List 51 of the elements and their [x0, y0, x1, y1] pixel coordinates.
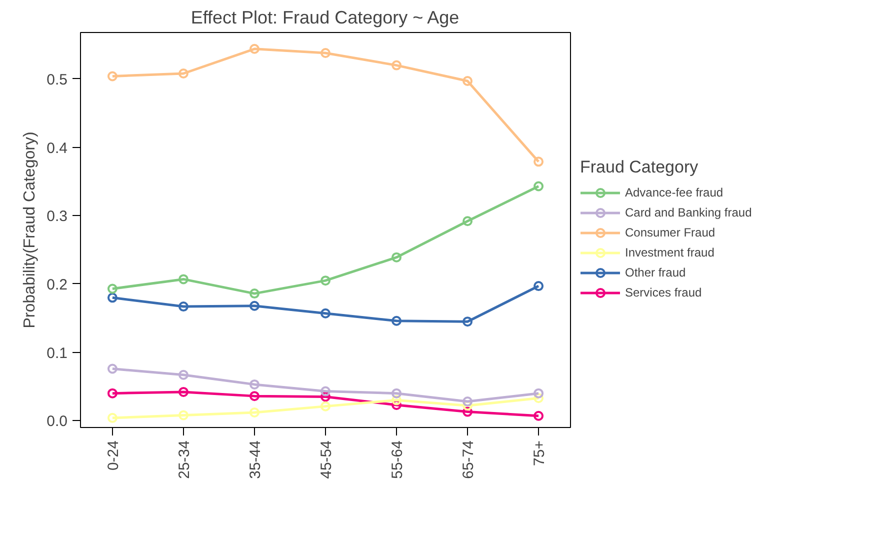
y-tick-label: 0.5 [46, 71, 68, 88]
point [178, 274, 188, 284]
point [462, 400, 473, 411]
x-tick-label: 75+ [531, 440, 548, 466]
x-tick-label: 0-24 [104, 440, 122, 471]
point [462, 216, 473, 226]
y-tick-label: 0.4 [46, 140, 68, 157]
point [320, 386, 330, 396]
point [320, 392, 330, 402]
legend-label: Investment fraud [625, 245, 714, 259]
point [249, 288, 260, 299]
point [392, 252, 402, 262]
point [178, 68, 188, 78]
point [462, 406, 473, 417]
point [178, 370, 188, 380]
point [392, 316, 402, 326]
point [178, 410, 188, 420]
legend-title: Fraud Category [580, 157, 700, 177]
point [392, 60, 402, 70]
y-tick-label: 0.1 [46, 344, 68, 362]
y-tick-label: 0.0 [46, 413, 68, 430]
point [178, 386, 188, 397]
point [462, 76, 473, 86]
point [320, 401, 330, 412]
y-axis-title: Probability(Fraud Category) [22, 132, 39, 328]
point [392, 388, 402, 398]
point [178, 302, 188, 312]
legend-label: Other fraud [625, 265, 686, 279]
x-tick-label: 65-74 [460, 440, 478, 479]
y-tick-label: 0.2 [46, 276, 68, 294]
x-tick-label: 45-54 [318, 440, 335, 479]
point [320, 276, 330, 286]
y-tick-label: 0.3 [46, 208, 68, 226]
point [249, 379, 260, 390]
point [249, 44, 260, 54]
point [249, 300, 260, 311]
chart-title: Effect Plot: Fraud Category ~ Age [190, 8, 460, 28]
point [462, 316, 473, 327]
point [320, 308, 330, 318]
x-tick-label: 25-34 [176, 440, 193, 479]
x-tick-label: 55-64 [389, 440, 406, 479]
point [249, 407, 260, 418]
point [392, 395, 402, 406]
point [320, 48, 330, 58]
legend-label: Card and Banking fraud [625, 205, 752, 219]
legend-label: Services fraud [625, 285, 702, 299]
x-tick-label: 35-44 [246, 440, 264, 479]
point [249, 391, 260, 402]
point [462, 396, 473, 407]
legend-label: Consumer Fraud [625, 225, 716, 239]
legend-label: Advance-fee fraud [625, 185, 724, 199]
